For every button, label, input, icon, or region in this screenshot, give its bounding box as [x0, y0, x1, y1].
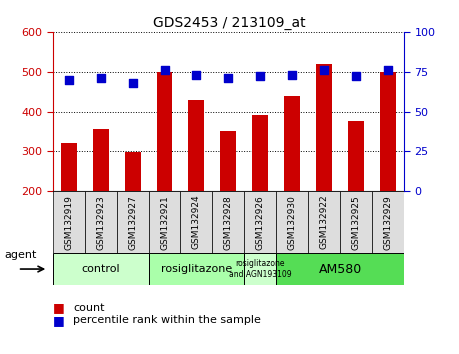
Text: rosiglitazone: rosiglitazone — [161, 264, 232, 274]
Text: ■: ■ — [53, 302, 65, 314]
Text: GSM132926: GSM132926 — [256, 195, 265, 250]
Bar — [53, 191, 85, 253]
Point — [225, 75, 232, 81]
Text: GSM132925: GSM132925 — [352, 195, 360, 250]
Point — [129, 80, 136, 86]
Text: GSM132930: GSM132930 — [288, 195, 297, 250]
Bar — [117, 191, 149, 253]
Bar — [372, 191, 404, 253]
Bar — [124, 152, 140, 191]
Bar — [149, 191, 180, 253]
Text: GSM132922: GSM132922 — [319, 195, 329, 250]
Text: GSM132927: GSM132927 — [128, 195, 137, 250]
Point — [384, 67, 392, 73]
Text: GDS2453 / 213109_at: GDS2453 / 213109_at — [153, 16, 306, 30]
Text: GSM132921: GSM132921 — [160, 195, 169, 250]
Bar — [189, 99, 204, 191]
Point — [161, 67, 168, 73]
Text: count: count — [73, 303, 105, 313]
Text: GSM132929: GSM132929 — [383, 195, 392, 250]
Bar — [348, 121, 364, 191]
Bar — [180, 191, 213, 253]
Text: GSM132928: GSM132928 — [224, 195, 233, 250]
Text: percentile rank within the sample: percentile rank within the sample — [73, 315, 261, 325]
Bar — [276, 253, 404, 285]
Text: GSM132924: GSM132924 — [192, 195, 201, 250]
Bar — [244, 253, 276, 285]
Text: ■: ■ — [53, 314, 65, 327]
Bar — [149, 253, 244, 285]
Point — [353, 74, 360, 79]
Bar — [308, 191, 340, 253]
Bar — [316, 64, 332, 191]
Bar — [220, 131, 236, 191]
Text: rosiglitazone
and AGN193109: rosiglitazone and AGN193109 — [229, 259, 291, 279]
Point — [257, 74, 264, 79]
Bar — [61, 143, 77, 191]
Point — [97, 75, 104, 81]
Bar — [276, 191, 308, 253]
Text: agent: agent — [5, 250, 37, 260]
Point — [65, 77, 73, 82]
Text: GSM132923: GSM132923 — [96, 195, 105, 250]
Bar — [340, 191, 372, 253]
Bar — [85, 191, 117, 253]
Bar — [380, 72, 396, 191]
Point — [193, 72, 200, 78]
Bar — [157, 72, 173, 191]
Point — [289, 72, 296, 78]
Bar — [244, 191, 276, 253]
Text: GSM132919: GSM132919 — [64, 195, 73, 250]
Bar — [284, 96, 300, 191]
Bar — [213, 191, 244, 253]
Text: control: control — [81, 264, 120, 274]
Bar — [252, 115, 268, 191]
Bar — [53, 253, 149, 285]
Text: AM580: AM580 — [319, 263, 362, 275]
Point — [320, 67, 328, 73]
Bar — [93, 130, 109, 191]
